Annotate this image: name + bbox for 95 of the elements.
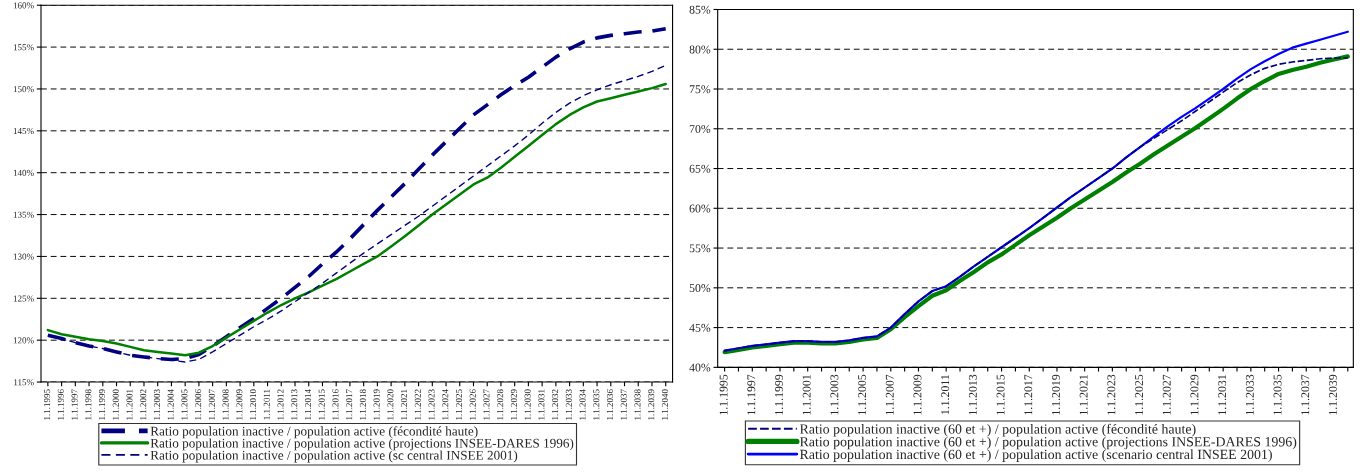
x-tick-label: 1.1.2011 bbox=[941, 375, 950, 415]
x-tick-label: 1.1.2032 bbox=[552, 389, 559, 420]
x-tick-label: 1.1.2001 bbox=[802, 375, 811, 415]
y-tick-label: 50% bbox=[689, 284, 711, 293]
y-tick-label: 40% bbox=[689, 363, 711, 372]
x-tick-label: 1.1.2017 bbox=[1024, 374, 1033, 415]
legend-label: Ratio population inactive / population active (projections INSEE-DARES 1996) bbox=[150, 438, 574, 451]
x-tick-label: 1.1.2033 bbox=[565, 389, 572, 420]
x-tick-label: 1.1.2010 bbox=[249, 389, 257, 420]
x-tick-label: 1.1.2013 bbox=[968, 374, 977, 415]
x-tick-label: 1.1.2007 bbox=[885, 374, 894, 415]
y-tick-label: 65% bbox=[689, 164, 711, 173]
x-tick-label: 1.1.2015 bbox=[996, 374, 1005, 415]
x-tick-label: 1.1.1997 bbox=[71, 389, 78, 420]
x-tick-label: 1.1.2013 bbox=[291, 389, 298, 420]
legend-label: Ratio population inactive / population active (sc central INSEE 2001) bbox=[150, 450, 518, 463]
x-tick-label: 1.1.2038 bbox=[634, 389, 641, 420]
x-tick-label: 1.1.2000 bbox=[112, 389, 119, 420]
x-tick-label: 1.1.2023 bbox=[428, 389, 435, 420]
x-tick-label: 1.1.2025 bbox=[455, 389, 463, 420]
y-tick-label: 155% bbox=[13, 44, 34, 51]
y-tick-label: 75% bbox=[689, 85, 711, 94]
x-tick-label: 1.1.2031 bbox=[538, 389, 545, 420]
legend-label: Ratio population inactive (60 et +) / population active (projections INSEE-DARES 1996) bbox=[799, 436, 1297, 450]
x-tick-label: 1.1.2040 bbox=[661, 389, 668, 420]
x-tick-label: 1.1.2033 bbox=[1245, 374, 1254, 415]
y-tick-label: 85% bbox=[689, 5, 711, 14]
x-tick-label: 1.1.1999 bbox=[98, 389, 106, 420]
x-tick-label: 1.1.2019 bbox=[1051, 374, 1060, 415]
x-tick-label: 1.1.2008 bbox=[222, 389, 229, 420]
y-tick-label: 55% bbox=[689, 244, 711, 253]
y-tick-label: 120% bbox=[13, 337, 34, 344]
x-tick-label: 1.1.2035 bbox=[1273, 374, 1282, 415]
x-tick-label: 1.1.2005 bbox=[858, 374, 867, 415]
x-tick-label: 1.1.2009 bbox=[236, 389, 243, 420]
x-tick-label: 1.1.2007 bbox=[208, 389, 215, 420]
x-tick-label: 1.1.2020 bbox=[387, 389, 394, 420]
y-tick-label: 150% bbox=[13, 86, 34, 93]
x-tick-label: 1.1.2030 bbox=[524, 389, 531, 420]
x-tick-label: 1.1.1995 bbox=[44, 389, 51, 420]
x-tick-label: 1.1.2014 bbox=[304, 389, 312, 420]
y-tick-label: 60% bbox=[689, 204, 711, 213]
x-tick-label: 1.1.2031 bbox=[1218, 375, 1227, 415]
x-tick-label: 1.1.2035 bbox=[593, 389, 600, 420]
x-tick-label: 1.1.2039 bbox=[1328, 374, 1337, 415]
x-tick-label: 1.1.2023 bbox=[1107, 374, 1116, 415]
x-tick-label: 1.1.1996 bbox=[57, 389, 64, 420]
x-tick-label: 1.1.2024 bbox=[442, 389, 449, 420]
x-tick-label: 1.1.2034 bbox=[579, 389, 586, 420]
x-tick-label: 1.1.2039 bbox=[648, 389, 655, 420]
legend-label: Ratio population inactive / population active (fécondité haute) bbox=[150, 426, 478, 439]
x-tick-label: 1.1.2027 bbox=[1162, 374, 1171, 415]
x-tick-label: 1.1.1998 bbox=[85, 389, 92, 420]
y-tick-label: 140% bbox=[13, 169, 34, 176]
x-tick-label: 1.1.2006 bbox=[195, 389, 202, 420]
x-tick-label: 1.1.2026 bbox=[469, 389, 476, 420]
x-tick-label: 1.1.2037 bbox=[620, 389, 627, 420]
x-tick-label: 1.1.2029 bbox=[510, 389, 517, 420]
x-tick-label: 1.1.2017 bbox=[346, 389, 353, 420]
x-tick-label: 1.1.2016 bbox=[332, 389, 339, 420]
x-tick-label: 1.1.2011 bbox=[263, 389, 270, 420]
x-tick-label: 1.1.2027 bbox=[483, 389, 490, 420]
x-tick-label: 1.1.2025 bbox=[1135, 374, 1144, 415]
x-tick-label: 1.1.2005 bbox=[181, 389, 188, 420]
x-tick-label: 1.1.1999 bbox=[775, 374, 783, 415]
x-tick-label: 1.1.2028 bbox=[497, 389, 504, 420]
x-tick-label: 1.1.2001 bbox=[126, 389, 133, 420]
y-tick-label: 45% bbox=[689, 323, 711, 332]
x-tick-label: 1.1.1995 bbox=[719, 374, 728, 415]
x-tick-label: 1.1.2021 bbox=[401, 389, 408, 420]
x-tick-label: 1.1.2018 bbox=[359, 389, 366, 420]
y-tick-label: 125% bbox=[13, 295, 34, 302]
x-tick-label: 1.1.2021 bbox=[1079, 375, 1088, 415]
x-tick-label: 1.1.1997 bbox=[747, 374, 756, 415]
x-tick-label: 1.1.2036 bbox=[606, 389, 614, 420]
x-tick-label: 1.1.2004 bbox=[167, 389, 174, 420]
x-tick-label: 1.1.2022 bbox=[414, 389, 421, 420]
x-tick-label: 1.1.2012 bbox=[277, 389, 284, 420]
x-tick-label: 1.1.2037 bbox=[1301, 374, 1310, 415]
y-tick-label: 135% bbox=[13, 211, 34, 218]
y-tick-label: 160% bbox=[13, 2, 34, 9]
x-tick-label: 1.1.2002 bbox=[140, 389, 147, 420]
y-tick-label: 70% bbox=[689, 125, 711, 134]
y-tick-label: 115% bbox=[14, 379, 34, 386]
x-tick-label: 1.1.2003 bbox=[830, 374, 839, 415]
x-tick-label: 1.1.2029 bbox=[1190, 374, 1199, 415]
legend-label: Ratio population inactive (60 et +) / population active (scenario central INSEE 2001) bbox=[799, 449, 1272, 462]
x-tick-label: 1.1.2015 bbox=[318, 389, 325, 420]
y-tick-label: 80% bbox=[689, 45, 711, 54]
legend-label: Ratio population inactive (60 et +) / population active (fécondité haute) bbox=[799, 423, 1196, 437]
y-tick-label: 130% bbox=[13, 253, 34, 260]
x-tick-label: 1.1.2003 bbox=[153, 389, 161, 420]
x-tick-label: 1.1.2009 bbox=[913, 374, 922, 415]
x-tick-label: 1.1.2019 bbox=[373, 389, 380, 420]
y-tick-label: 145% bbox=[13, 127, 34, 135]
